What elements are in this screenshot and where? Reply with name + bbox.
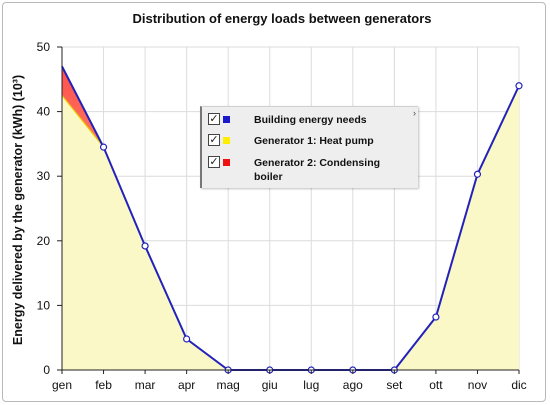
x-tick-label: ago [343, 378, 363, 392]
legend-item-building-energy-needs[interactable]: ✓ Building energy needs [206, 111, 414, 133]
data-point [141, 242, 149, 250]
x-tick-label: feb [95, 378, 112, 392]
chart-areas [62, 66, 519, 370]
legend-label: Building energy needs [254, 114, 367, 126]
y-tick-label: 20 [37, 234, 51, 248]
heat-pump-area [62, 85, 519, 370]
data-point [432, 313, 440, 321]
legend-label: Generator 1: Heat pump [254, 135, 374, 147]
y-axis-label: Energy delivered by the generator (kWh) … [11, 75, 25, 345]
checkbox-icon[interactable]: ✓ [208, 134, 220, 146]
x-tick-label: set [386, 378, 403, 392]
chart-axes: 0 10 20 30 40 50 gen feb mar apr mag giu lug ago set ot… [37, 40, 527, 392]
x-tick-label: nov [468, 378, 487, 392]
x-tick-label: ott [429, 378, 443, 392]
x-tick-label: giu [262, 378, 278, 392]
x-tick-label: gen [52, 378, 72, 392]
y-tick-label: 30 [37, 169, 51, 183]
legend-swatch [223, 137, 230, 144]
checkbox-icon[interactable]: ✓ [208, 113, 220, 125]
y-tick-label: 40 [37, 105, 51, 119]
legend-label: Generator 2: Condensing boiler [254, 157, 381, 183]
data-point [99, 143, 108, 151]
x-tick-label: lug [303, 378, 319, 392]
checkbox-icon[interactable]: ✓ [208, 156, 220, 168]
x-tick-label: mag [217, 378, 240, 392]
legend-scroll-icon[interactable]: › [413, 108, 416, 118]
y-tick-label: 0 [43, 363, 50, 377]
chart-title: Distribution of energy loads between gen… [132, 11, 431, 26]
data-point [515, 82, 523, 90]
legend-item-heat-pump[interactable]: ✓ Generator 1: Heat pump [206, 132, 414, 154]
legend-swatch [223, 159, 230, 166]
x-tick-label: apr [178, 378, 195, 392]
data-point [183, 335, 191, 343]
chart-legend[interactable]: › ✓ Building energy needs ✓ Generator 1:… [200, 106, 418, 188]
x-tick-label: dic [511, 378, 526, 392]
data-point [473, 170, 482, 178]
y-tick-label: 10 [37, 298, 51, 312]
legend-item-condensing-boiler[interactable]: ✓ Generator 2: Condensing boiler [206, 154, 414, 183]
y-tick-label: 50 [37, 40, 51, 54]
legend-swatch [223, 116, 230, 123]
x-tick-label: mar [135, 378, 156, 392]
